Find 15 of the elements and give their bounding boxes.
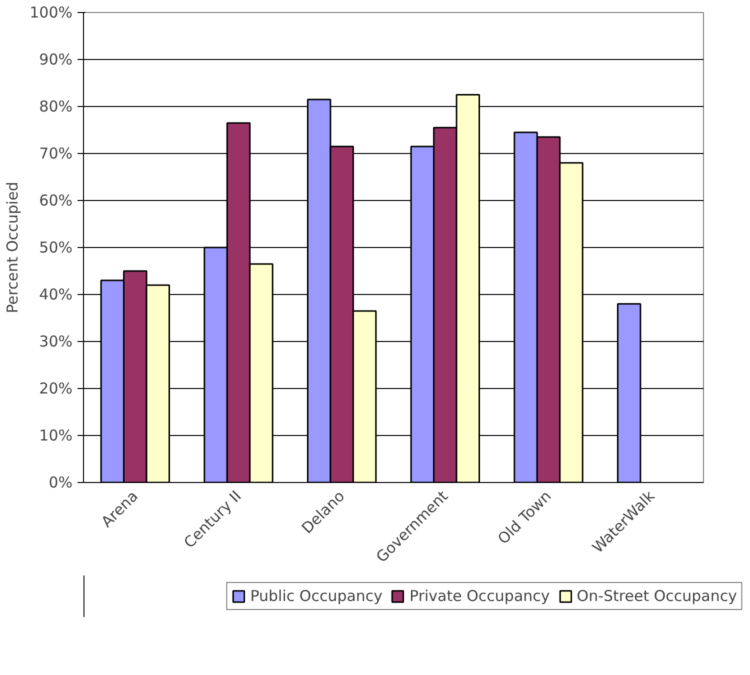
y-tick-label: 50% [39, 238, 73, 256]
y-tick-label: 90% [39, 50, 73, 68]
y-tick-label: 10% [39, 426, 73, 444]
y-tick-label: 100% [30, 4, 73, 22]
y-axis-title: Percent Occupied [4, 182, 22, 314]
y-tick-label: 80% [39, 98, 73, 116]
legend-label: Public Occupancy [250, 587, 383, 605]
y-tick-label: 30% [39, 332, 73, 350]
y-tick-label: 60% [39, 192, 73, 210]
legend-label: On-Street Occupancy [576, 587, 737, 605]
y-tick-label: 20% [39, 380, 73, 398]
y-tick-label: 0% [48, 474, 72, 492]
y-tick-label: 70% [39, 144, 73, 162]
y-tick-label: 40% [39, 286, 73, 304]
legend-label: Private Occupancy [410, 587, 550, 605]
